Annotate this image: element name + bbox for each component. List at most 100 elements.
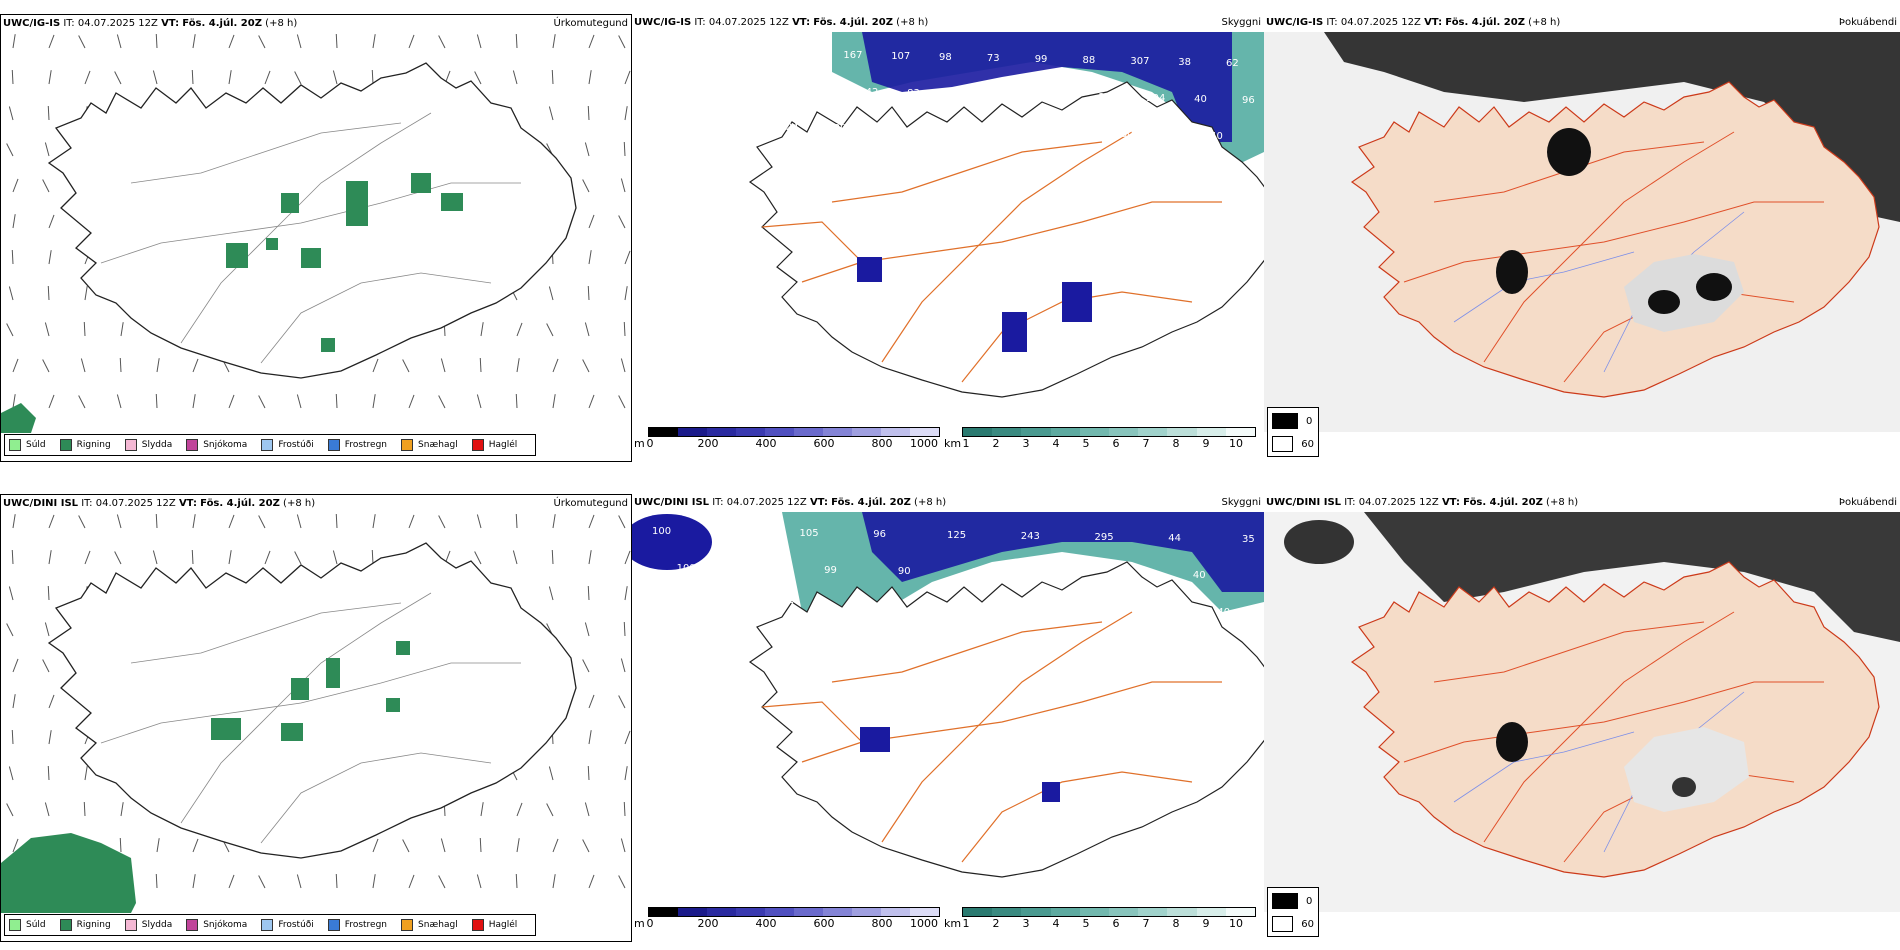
wind-barb [48,214,55,229]
legend-swatch [9,439,21,451]
panel-name: Úrkomutegund [553,18,628,29]
cloudbase-label: 83 [907,88,920,99]
wind-barb [6,143,14,157]
cloudbase-label: 106 [750,564,769,575]
colorbar-unit: m [634,437,645,450]
panel-title: UWC/DINI ISL IT: 04.07.2025 12Z VT: Fös.… [634,497,947,508]
wind-barb [372,874,376,889]
wind-barb [48,34,55,49]
legend-swatch [9,919,21,931]
wind-barb [296,874,302,889]
wind-barb [332,70,338,85]
fog-panel-row2: UWC/DINI ISL IT: 04.07.2025 12Z VT: Fös.… [1264,494,1900,942]
wind-barb [42,179,50,193]
wind-barb [588,250,592,265]
cloudbase-label: 96 [1242,95,1255,106]
wind-barb [624,766,628,781]
wind-barb [228,514,235,529]
wind-barb [548,286,554,301]
cloudbase-label: 326 [748,48,767,59]
wind-barb [83,321,86,337]
wind-barb [618,215,626,229]
panel-name: Skyggni [1221,497,1261,508]
panel-title: UWC/IG-IS IT: 04.07.2025 12Z VT: Fös. 4.… [3,18,298,29]
cloudbase-label: 130 [796,49,815,60]
legend-swatch [59,439,72,451]
wind-barb [515,393,518,409]
wind-barb [48,394,55,409]
cloudbase-label: 59 [1003,90,1016,101]
cloudbase-label: 120 [923,125,942,136]
cloudbase-label: 99 [1035,54,1048,65]
wind-barb [552,874,556,889]
wind-barb [512,70,518,85]
wind-barb [332,550,338,565]
wind-barb [48,514,55,529]
legend-swatch [261,919,274,931]
wind-barb [335,393,338,409]
cloudbase-label: 113 [875,124,894,135]
wind-barb [192,838,199,853]
fog-legend-item: 0 [1272,891,1314,911]
wind-barb [11,549,14,565]
legend-item: Frostregn [327,439,387,451]
legend-swatch [186,919,199,931]
wind-barb [116,394,122,409]
cloudbase-label: 121 [668,83,687,94]
legend-swatch [401,919,414,931]
cloudbase-label: 40 [1193,570,1206,581]
wind-barb [623,141,626,157]
legend-swatch [471,439,484,451]
cloudbase-label: 82 [1019,127,1032,138]
cloudbase-label: 307 [1130,56,1149,67]
wind-barb [582,839,590,853]
wind-barb [116,34,122,49]
legend-swatch [124,439,137,451]
fog-panel-row1: UWC/IG-IS IT: 04.07.2025 12Z VT: Fös. 4.… [1264,14,1900,462]
wind-barb [8,106,14,121]
wind-barb [438,35,446,49]
cloudbase-label: 130 [827,123,846,134]
cloudbase-label: 107 [891,51,910,62]
wind-barb [258,515,266,529]
wind-barb [11,69,14,85]
wind-barb [624,70,631,85]
wind-barb [584,622,590,637]
cloudbase-label: 94 [849,602,862,613]
legend-item: Súld [9,919,46,931]
wind-barb [228,550,232,565]
wind-barb [335,33,338,49]
cloudbase-label: 128 [652,46,671,57]
cloudbase-label: 80 [1051,91,1064,102]
legend-swatch [471,919,484,931]
wind-barb [8,286,14,301]
wind-barb [155,393,158,409]
wind-barb [114,71,122,85]
cloudbase-label: 35 [1242,534,1255,545]
wind-barb [48,70,52,85]
wind-barb [191,549,194,565]
wind-barb [44,802,50,817]
wind-barb [402,839,410,853]
panel-title: UWC/DINI ISL IT: 04.07.2025 12Z VT: Fös.… [1266,497,1579,508]
wind-barb [624,286,628,301]
wind-barb [42,359,50,373]
wind-barb [192,358,199,373]
wind-barb [512,550,518,565]
wind-barb [479,837,482,853]
cloudbase-label: 109 [972,567,991,578]
legend-swatch [401,439,414,451]
cloudbase-label: 285 [1070,605,1089,616]
fog-map [1264,512,1900,912]
wind-barb [618,875,626,889]
wind-barb [479,357,482,373]
wind-barb [296,514,302,529]
cloudbase-label: 90 [898,566,911,577]
cloudbase-label: 62 [1226,58,1239,69]
wind-barb [84,766,88,781]
cloudbase-label: 100 [652,526,671,537]
cloudbase-label: 187 [764,85,783,96]
panel-title: UWC/IG-IS IT: 04.07.2025 12Z VT: Fös. 4.… [634,17,929,28]
wind-barb [588,514,595,529]
legend-item: Haglél [471,439,517,451]
